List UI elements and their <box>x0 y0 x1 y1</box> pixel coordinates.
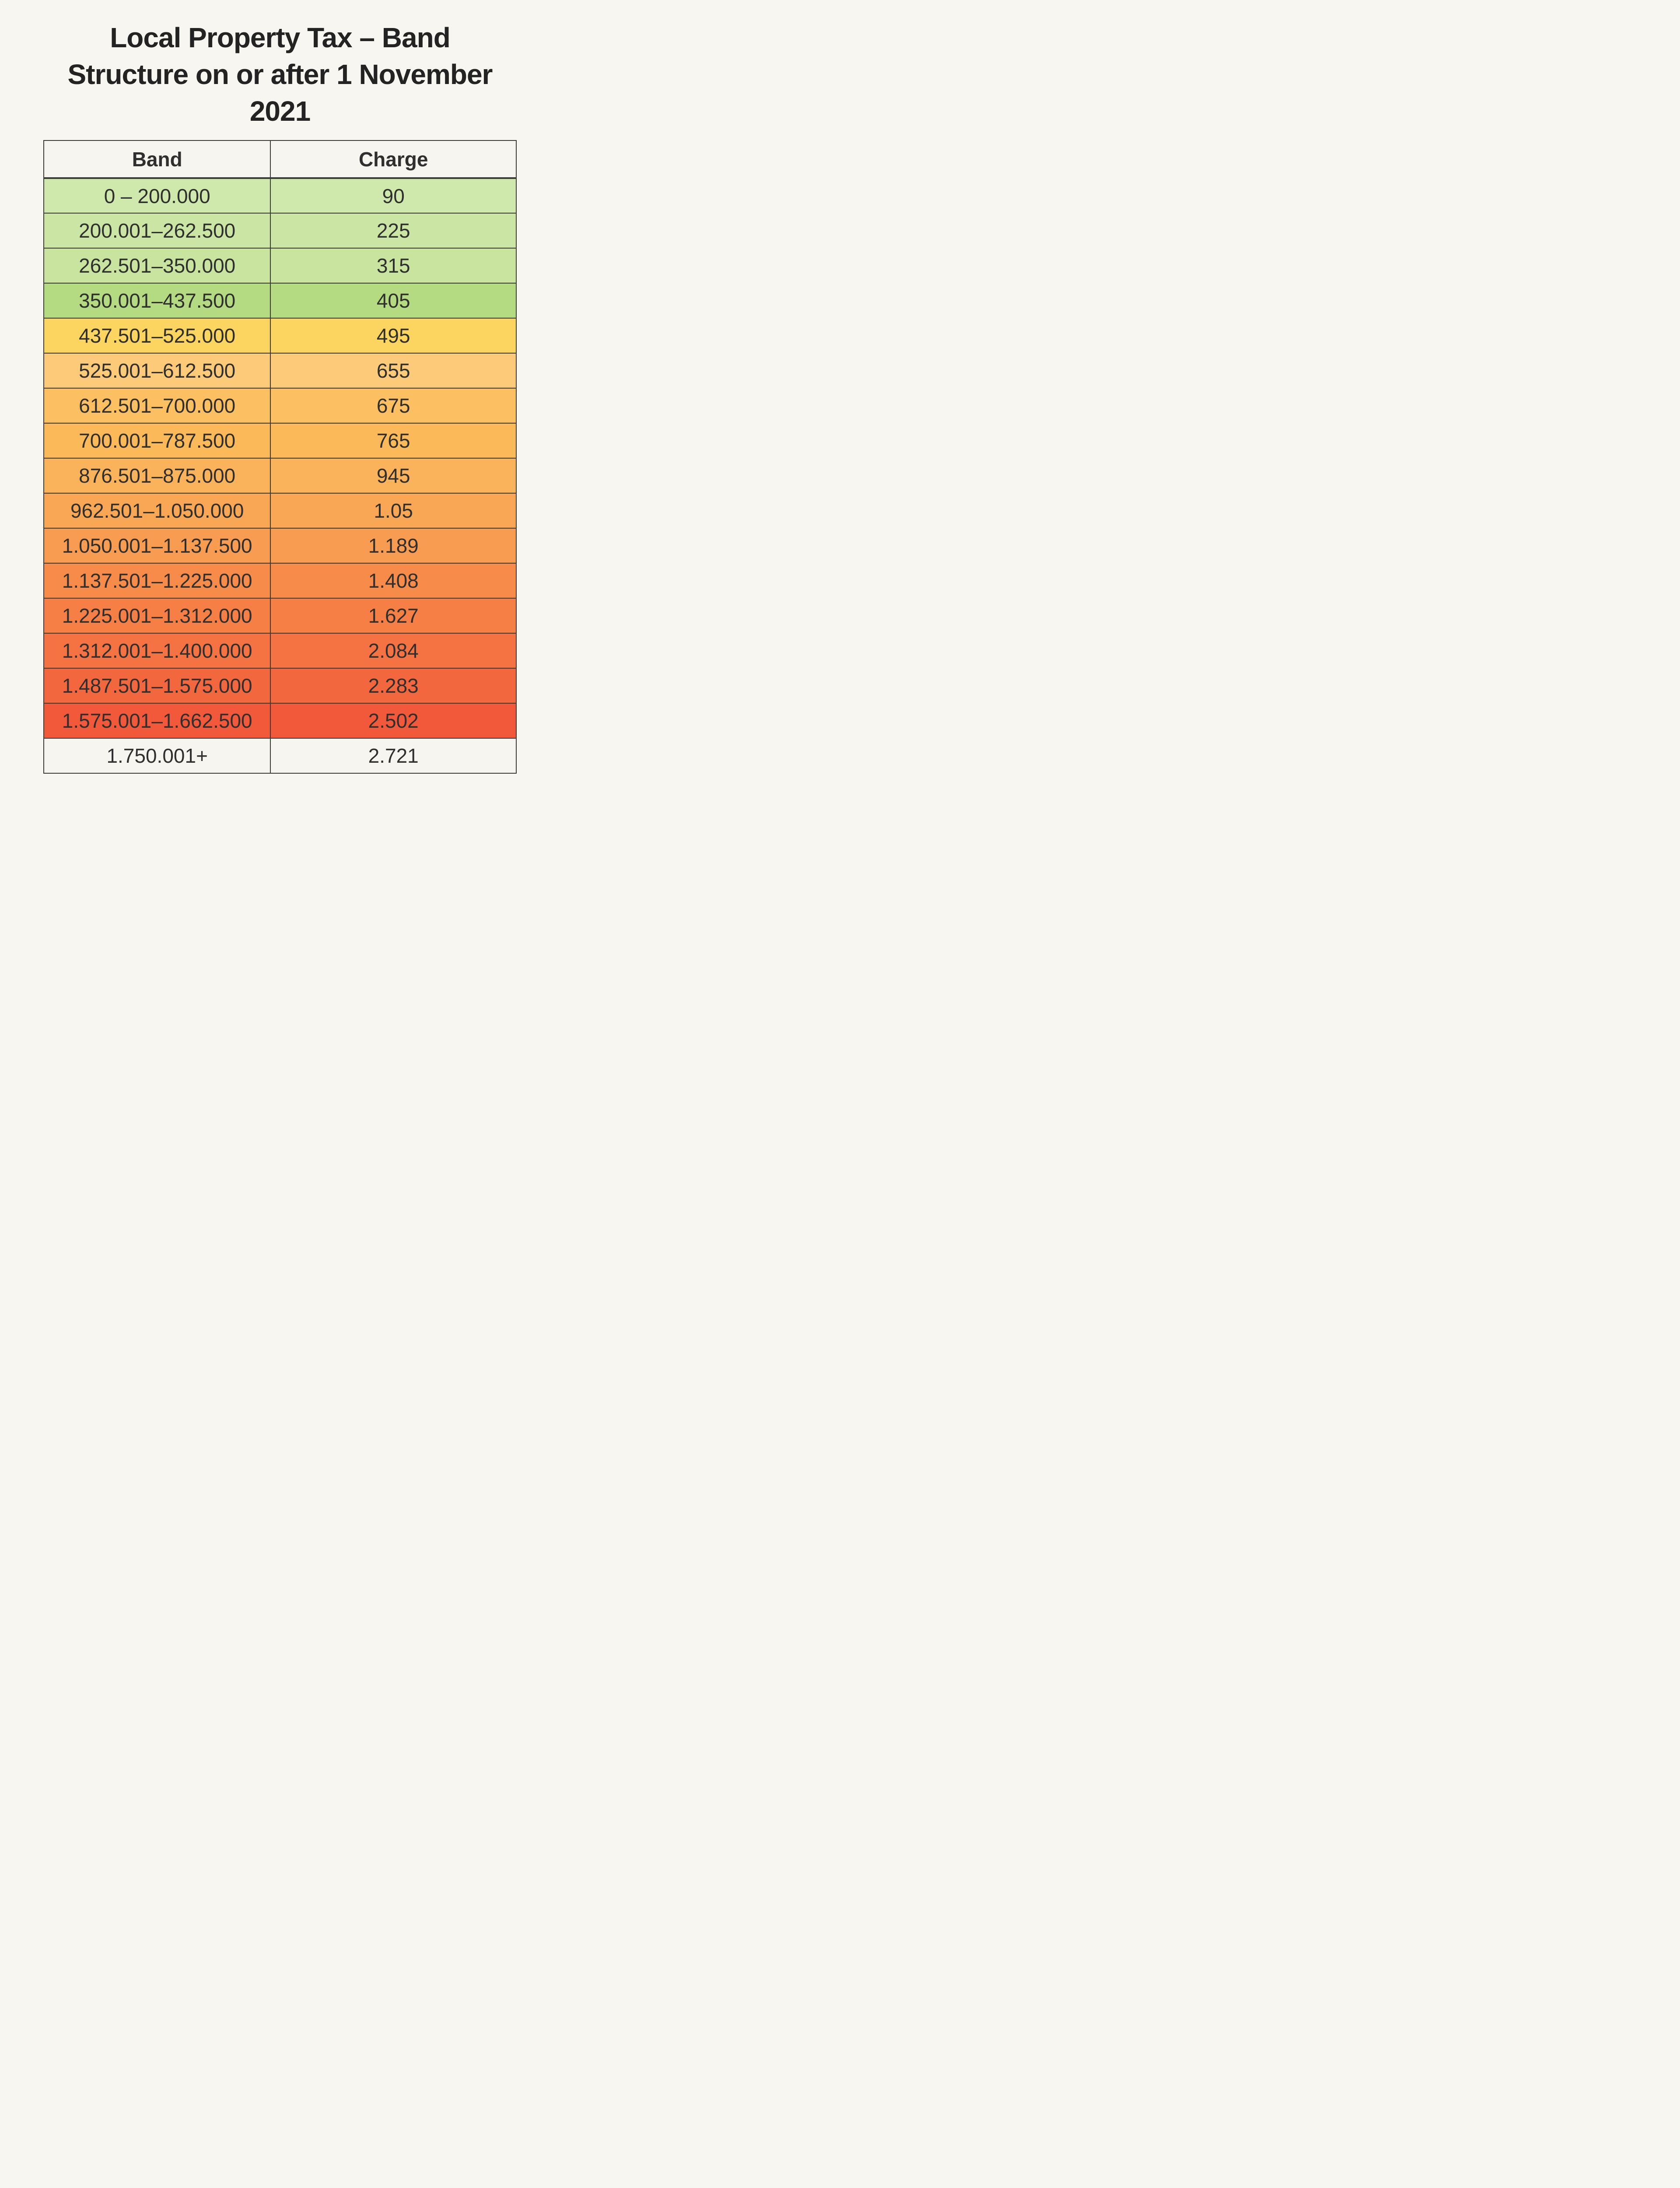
table-row: 1.050.001–1.137.500 1.189 <box>43 528 517 564</box>
page-title-line-3: 2021 <box>249 95 311 127</box>
band-cell: 1.575.001–1.662.500 <box>43 703 271 739</box>
page-title-line-2: Structure on or after 1 November <box>67 59 493 90</box>
table-row: 700.001–787.500 765 <box>43 423 517 459</box>
table-row: 1.312.001–1.400.000 2.084 <box>43 633 517 669</box>
band-cell: 1.312.001–1.400.000 <box>43 633 271 669</box>
charge-cell: 945 <box>270 458 517 494</box>
table-row: 1.575.001–1.662.500 2.502 <box>43 703 517 739</box>
charge-cell: 495 <box>270 318 517 354</box>
charge-cell: 405 <box>270 283 517 319</box>
table-row: 200.001–262.500 225 <box>43 213 517 249</box>
band-cell: 200.001–262.500 <box>43 213 271 249</box>
table-row: 525.001–612.500 655 <box>43 353 517 389</box>
band-cell: 1.750.001+ <box>43 738 271 774</box>
table-row: 962.501–1.050.000 1.05 <box>43 493 517 529</box>
table-row: 1.225.001–1.312.000 1.627 <box>43 598 517 634</box>
band-cell: 437.501–525.000 <box>43 318 271 354</box>
table-row: 1.137.501–1.225.000 1.408 <box>43 563 517 599</box>
charge-cell: 765 <box>270 423 517 459</box>
table-row: 1.750.001+ 2.721 <box>43 738 517 774</box>
table-row: 876.501–875.000 945 <box>43 458 517 494</box>
charge-cell: 2.084 <box>270 633 517 669</box>
page-title: Local Property Tax – Band Structure on o… <box>35 19 525 130</box>
page-title-line-1: Local Property Tax – Band <box>110 22 451 53</box>
table-row: 0 – 200.000 90 <box>43 178 517 214</box>
charge-cell: 2.502 <box>270 703 517 739</box>
charge-cell: 315 <box>270 248 517 284</box>
band-cell: 612.501–700.000 <box>43 388 271 424</box>
column-header-charge: Charge <box>270 140 517 179</box>
band-cell: 262.501–350.000 <box>43 248 271 284</box>
table-row: 350.001–437.500 405 <box>43 283 517 319</box>
band-cell: 1.137.501–1.225.000 <box>43 563 271 599</box>
charge-cell: 1.189 <box>270 528 517 564</box>
column-header-band: Band <box>43 140 271 179</box>
charge-cell: 675 <box>270 388 517 424</box>
table-row: 612.501–700.000 675 <box>43 388 517 424</box>
charge-cell: 655 <box>270 353 517 389</box>
charge-cell: 1.408 <box>270 563 517 599</box>
charge-cell: 1.05 <box>270 493 517 529</box>
band-cell: 1.225.001–1.312.000 <box>43 598 271 634</box>
table-row: 262.501–350.000 315 <box>43 248 517 284</box>
band-cell: 1.487.501–1.575.000 <box>43 668 271 704</box>
page: Local Property Tax – Band Structure on o… <box>0 0 560 774</box>
band-cell: 525.001–612.500 <box>43 353 271 389</box>
tax-band-table: Band Charge 0 – 200.000 90 200.001–262.500… <box>43 140 517 774</box>
charge-cell: 225 <box>270 213 517 249</box>
table-row: 1.487.501–1.575.000 2.283 <box>43 668 517 704</box>
table-row: 437.501–525.000 495 <box>43 318 517 354</box>
charge-cell: 90 <box>270 178 517 214</box>
band-cell: 1.050.001–1.137.500 <box>43 528 271 564</box>
table-header-row: Band Charge <box>43 140 517 179</box>
charge-cell: 1.627 <box>270 598 517 634</box>
band-cell: 0 – 200.000 <box>43 178 271 214</box>
band-cell: 876.501–875.000 <box>43 458 271 494</box>
table-body: 0 – 200.000 90 200.001–262.500 225 262.501–3… <box>43 178 517 774</box>
band-cell: 350.001–437.500 <box>43 283 271 319</box>
charge-cell: 2.721 <box>270 738 517 774</box>
charge-cell: 2.283 <box>270 668 517 704</box>
band-cell: 962.501–1.050.000 <box>43 493 271 529</box>
band-cell: 700.001–787.500 <box>43 423 271 459</box>
table-header: Band Charge <box>43 140 517 179</box>
